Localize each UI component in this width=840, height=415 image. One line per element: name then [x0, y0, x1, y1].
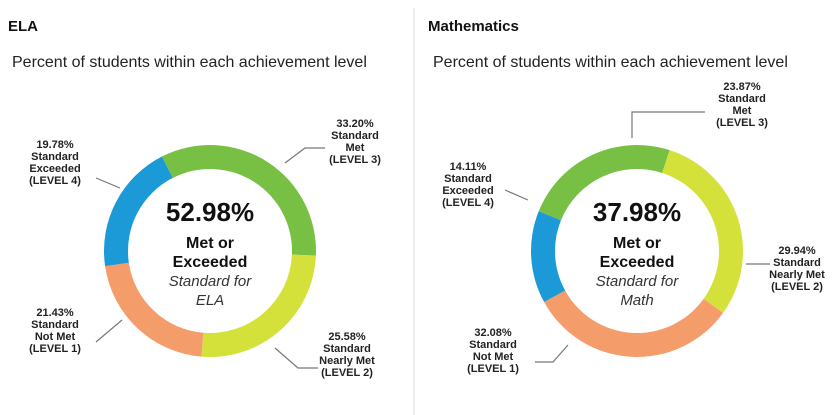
segment-category-label: (LEVEL 1) — [467, 363, 519, 375]
segment-category-label: Nearly Met — [769, 269, 825, 281]
panel-title: ELA — [8, 18, 38, 35]
segment-category-label: (LEVEL 1) — [29, 343, 81, 355]
segment-category-label: Standard — [469, 339, 517, 351]
center-text: Met or — [613, 235, 661, 252]
segment-value-label: 19.78% — [36, 139, 74, 151]
leader-line — [504, 189, 529, 201]
segment-category-label: Exceeded — [442, 185, 493, 197]
segment-category-label: Met — [346, 142, 365, 154]
segment-value-label: 14.11% — [450, 161, 487, 173]
segment-category-label: Standard — [444, 173, 492, 185]
center-text: Exceeded — [173, 254, 248, 271]
segment-value-label: 32.08% — [474, 327, 512, 339]
donut-segment — [538, 145, 670, 221]
segment-value-label: 25.58% — [328, 331, 366, 343]
panel-title: Mathematics — [428, 18, 519, 35]
segment-category-label: Not Met — [473, 351, 514, 363]
center-text: Standard for — [596, 273, 680, 290]
leader-line — [95, 177, 121, 189]
center-text: ELA — [196, 292, 224, 309]
donut-segment — [161, 145, 317, 256]
segment-value-label: 33.20% — [336, 118, 374, 130]
center-text: Met or — [186, 235, 234, 252]
segment-category-label: Not Met — [35, 331, 76, 343]
segment-category-label: Standard — [31, 319, 79, 331]
leader-line — [95, 319, 123, 343]
segment-category-label: (LEVEL 4) — [29, 175, 81, 187]
segment-value-label: 21.43% — [36, 307, 74, 319]
center-text: 52.98% — [166, 197, 254, 227]
leader-line — [631, 111, 705, 138]
segment-category-label: Standard — [323, 343, 371, 355]
segment-category-label: Standard — [31, 151, 79, 163]
segment-category-label: Standard — [773, 257, 821, 269]
segment-category-label: Nearly Met — [319, 355, 375, 367]
segment-category-label: Standard — [718, 93, 766, 105]
center-text: Math — [620, 292, 653, 309]
segment-category-label: (LEVEL 4) — [442, 197, 494, 209]
center-text: 37.98% — [593, 197, 681, 227]
segment-category-label: (LEVEL 3) — [716, 117, 768, 129]
panel-subtitle: Percent of students within each achievem… — [433, 54, 788, 71]
leader-line — [535, 344, 569, 363]
leader-line — [284, 147, 325, 164]
donut-segment — [662, 150, 743, 313]
segment-value-label: 29.94% — [778, 245, 816, 257]
segment-category-label: Met — [733, 105, 752, 117]
leader-line — [274, 347, 318, 369]
segment-category-label: (LEVEL 2) — [321, 367, 373, 379]
donut-segment — [201, 254, 316, 357]
donut-segment — [104, 156, 173, 267]
donut-segment — [544, 290, 724, 358]
segment-category-label: (LEVEL 3) — [329, 154, 381, 166]
segment-category-label: Exceeded — [29, 163, 80, 175]
panel-subtitle: Percent of students within each achievem… — [12, 54, 367, 71]
segment-category-label: (LEVEL 2) — [771, 281, 823, 293]
center-text: Exceeded — [600, 254, 675, 271]
donut-segment — [530, 211, 566, 303]
center-text: Standard for — [169, 273, 253, 290]
segment-value-label: 23.87% — [723, 81, 761, 93]
segment-category-label: Standard — [331, 130, 379, 142]
donut-segment — [105, 262, 204, 357]
